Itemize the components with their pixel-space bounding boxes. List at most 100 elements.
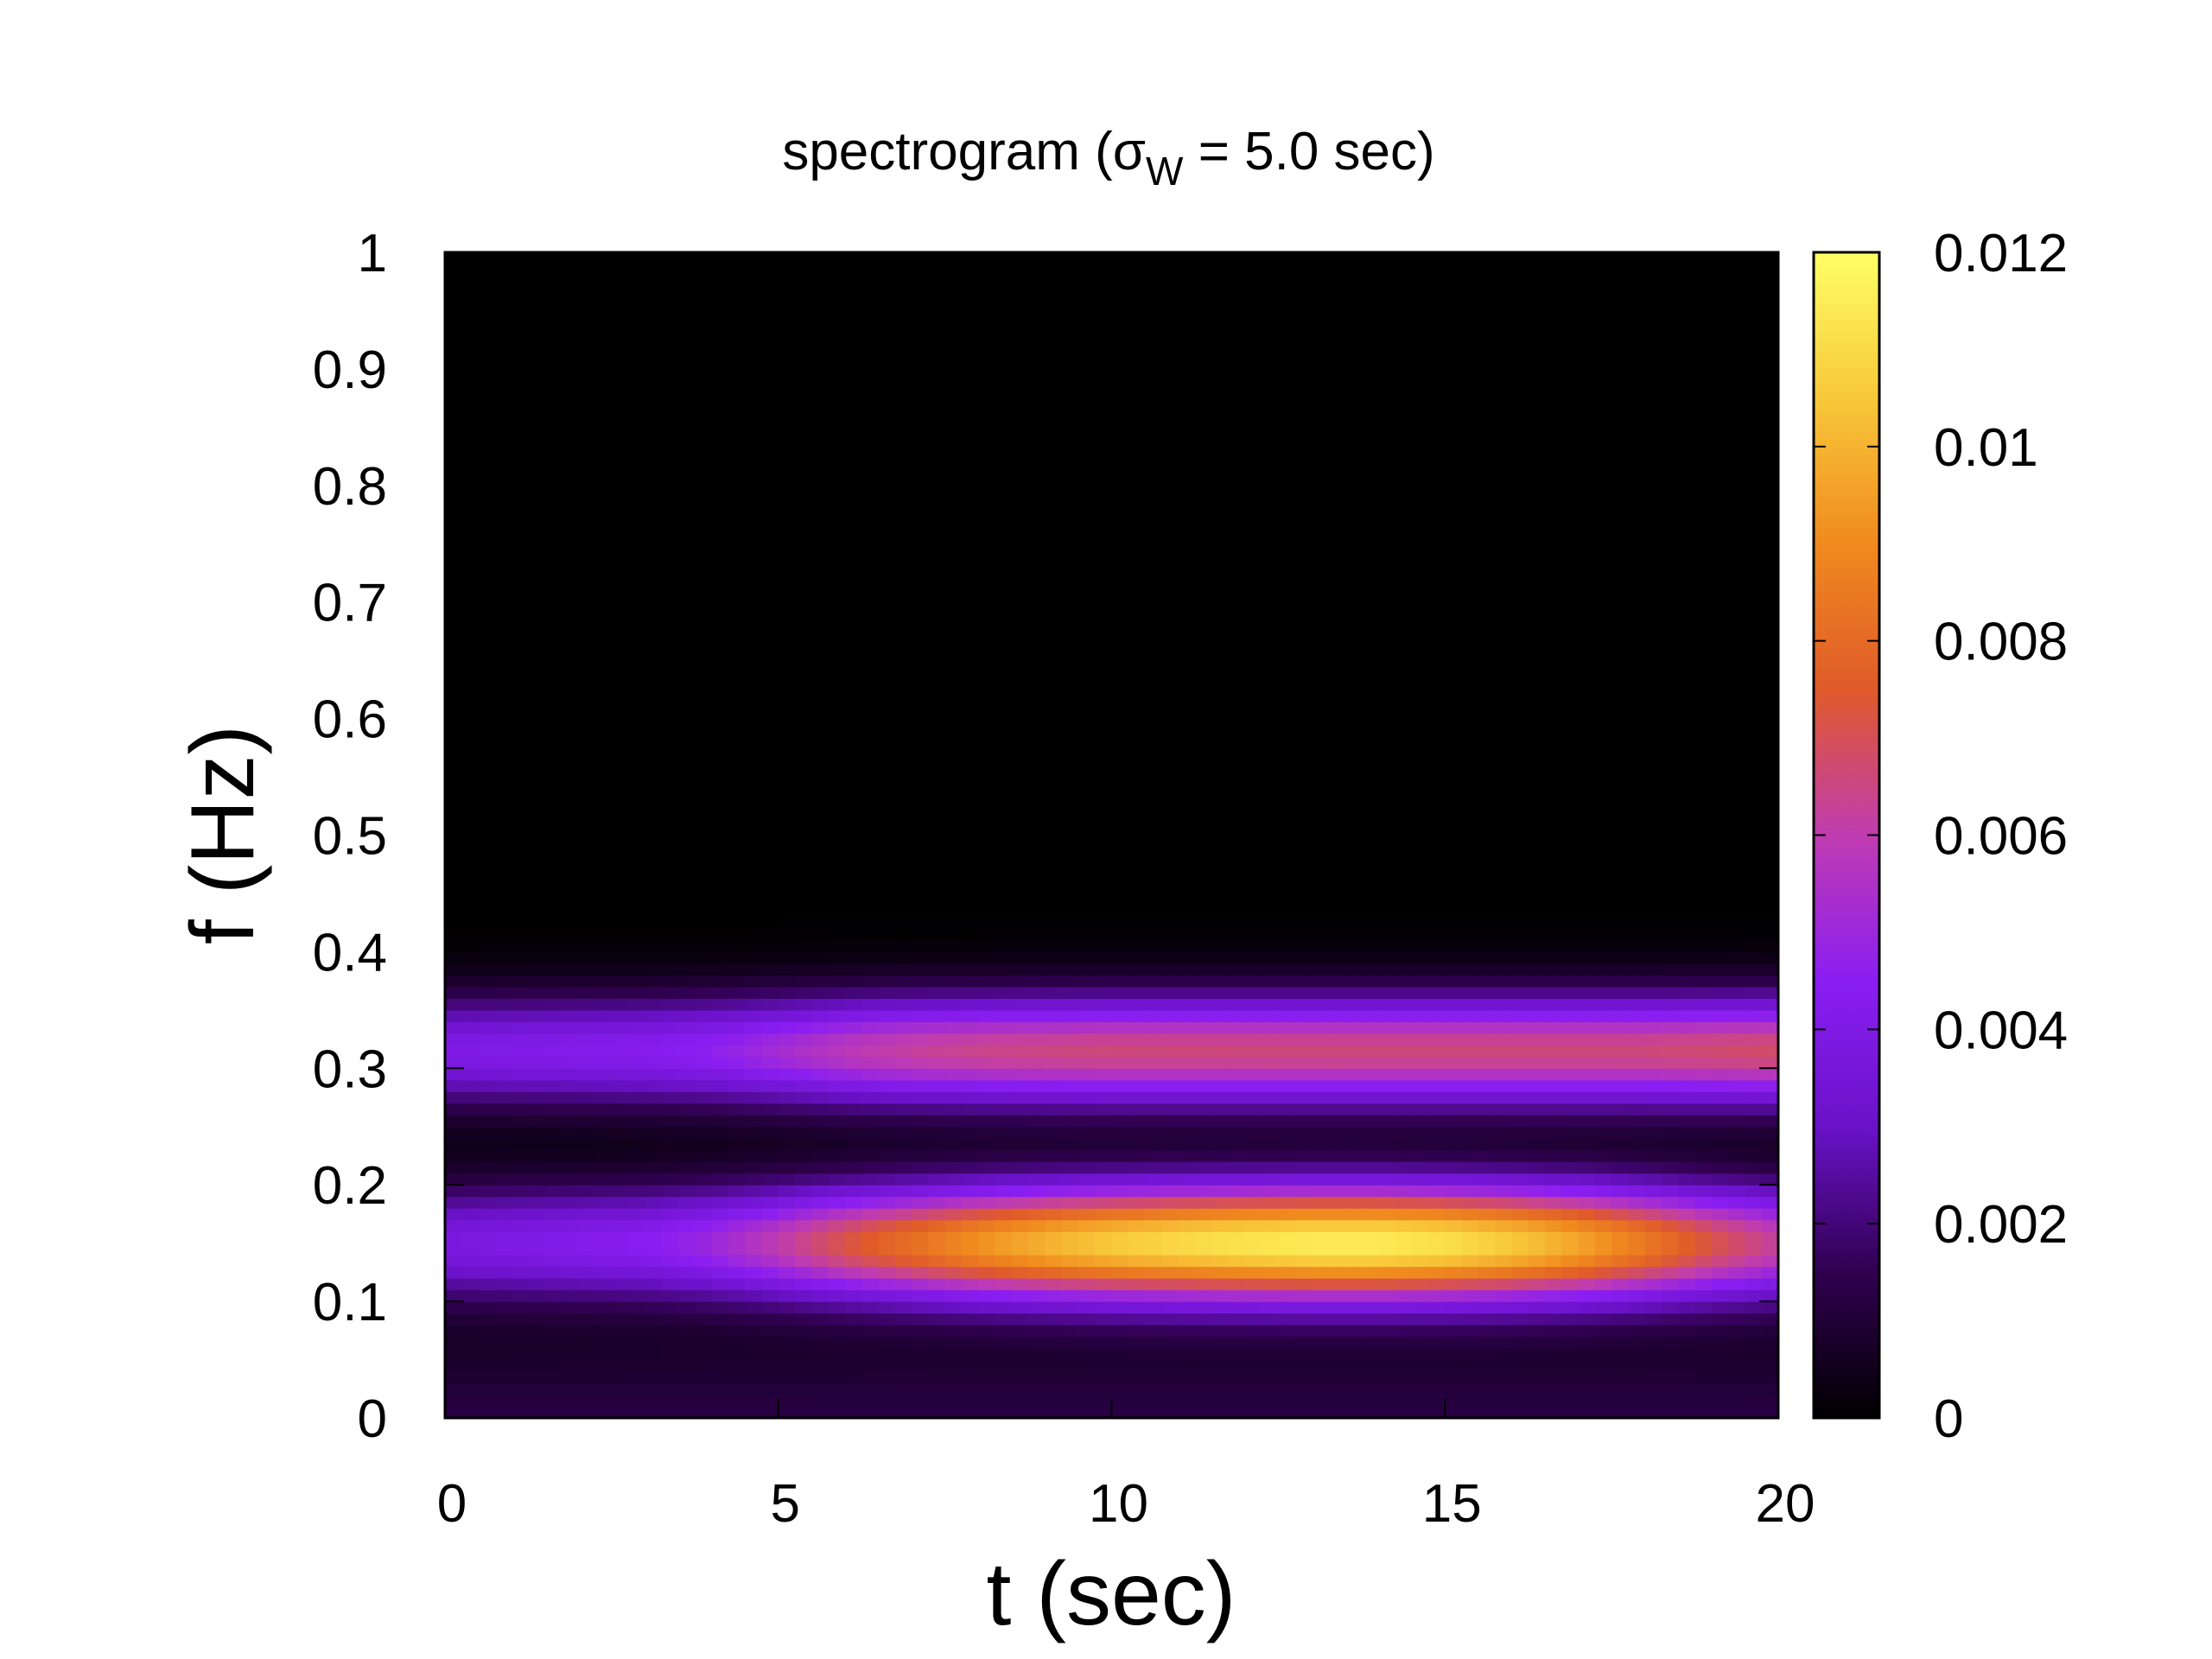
heatmap-cell xyxy=(1161,741,1179,754)
heatmap-cell xyxy=(1045,1173,1063,1185)
heatmap-cell xyxy=(645,1056,663,1069)
heatmap-cell xyxy=(1111,1348,1129,1361)
heatmap-cell xyxy=(844,881,862,894)
heatmap-cell xyxy=(1311,788,1329,801)
heatmap-cell xyxy=(445,1068,462,1081)
heatmap-cell xyxy=(811,718,830,731)
heatmap-cell xyxy=(1711,730,1729,743)
heatmap-cell xyxy=(1228,777,1246,790)
heatmap-cell xyxy=(1544,998,1562,1011)
heatmap-cell xyxy=(878,998,896,1011)
heatmap-cell xyxy=(1095,1126,1113,1139)
heatmap-cell xyxy=(1445,800,1463,813)
heatmap-cell xyxy=(745,1138,763,1151)
heatmap-cell xyxy=(628,811,646,824)
heatmap-cell xyxy=(828,1079,846,1092)
heatmap-cell xyxy=(1145,1359,1162,1372)
heatmap-cell xyxy=(1644,1196,1662,1209)
heatmap-cell xyxy=(1694,1126,1713,1139)
heatmap-cell xyxy=(1745,1149,1763,1162)
heatmap-cell xyxy=(461,1313,480,1325)
heatmap-cell xyxy=(1095,1219,1113,1232)
heatmap-cell xyxy=(778,1371,796,1384)
heatmap-cell xyxy=(1544,695,1562,708)
heatmap-cell xyxy=(745,1406,763,1419)
heatmap-cell xyxy=(828,1068,846,1081)
heatmap-cell xyxy=(1661,1068,1679,1081)
heatmap-cell xyxy=(1445,1115,1463,1128)
heatmap-cell xyxy=(711,1196,729,1209)
heatmap-cell xyxy=(478,1126,496,1139)
heatmap-cell xyxy=(1028,1079,1046,1092)
heatmap-cell xyxy=(778,1325,796,1338)
heatmap-cell xyxy=(628,998,646,1011)
heatmap-cell xyxy=(1395,858,1413,871)
heatmap-cell xyxy=(645,1289,663,1302)
heatmap-cell xyxy=(1311,1325,1329,1338)
heatmap-cell xyxy=(1194,1289,1212,1302)
heatmap-cell xyxy=(1244,1196,1262,1209)
heatmap-cell xyxy=(1561,1068,1580,1081)
heatmap-cell xyxy=(1395,1243,1413,1255)
heatmap-cell xyxy=(1028,928,1046,941)
heatmap-cell xyxy=(778,835,796,848)
heatmap-cell xyxy=(761,858,779,871)
heatmap-cell xyxy=(1095,1115,1113,1128)
heatmap-cell xyxy=(562,823,579,836)
heatmap-cell xyxy=(1427,951,1446,964)
heatmap-cell xyxy=(878,975,896,988)
heatmap-cell xyxy=(1495,1196,1512,1209)
heatmap-cell xyxy=(928,800,946,813)
heatmap-cell xyxy=(894,1395,912,1408)
heatmap-cell xyxy=(1644,1406,1662,1419)
heatmap-cell xyxy=(795,695,812,708)
heatmap-cell xyxy=(828,695,846,708)
heatmap-cell xyxy=(761,846,779,860)
heatmap-cell xyxy=(1028,1126,1046,1139)
heatmap-cell xyxy=(628,1289,646,1302)
heatmap-cell xyxy=(1211,928,1230,941)
heatmap-cell xyxy=(878,777,896,790)
heatmap-cell xyxy=(1061,1406,1079,1419)
heatmap-cell xyxy=(1361,1313,1379,1325)
heatmap-cell xyxy=(811,741,830,754)
heatmap-cell xyxy=(1561,986,1580,999)
heatmap-cell xyxy=(1594,1243,1612,1255)
heatmap-cell xyxy=(1095,753,1113,766)
heatmap-cell xyxy=(1011,765,1029,778)
heatmap-cell xyxy=(645,741,663,754)
heatmap-cell xyxy=(445,998,462,1011)
heatmap-cell xyxy=(1395,975,1413,988)
heatmap-cell xyxy=(894,1045,912,1058)
heatmap-cell xyxy=(1478,1208,1496,1221)
heatmap-cell xyxy=(1311,695,1329,708)
heatmap-cell xyxy=(645,881,663,894)
heatmap-cell xyxy=(894,730,912,743)
heatmap-cell xyxy=(1111,869,1129,883)
heatmap-cell xyxy=(544,683,563,696)
heatmap-cell xyxy=(1145,869,1162,883)
heatmap-cell xyxy=(828,1208,846,1221)
heatmap-cell xyxy=(861,905,880,918)
heatmap-cell xyxy=(1211,1348,1230,1361)
heatmap-cell xyxy=(1628,1406,1646,1419)
heatmap-cell xyxy=(1045,846,1063,860)
heatmap-cell xyxy=(1361,998,1379,1011)
heatmap-cell xyxy=(711,788,729,801)
heatmap-cell xyxy=(478,1009,496,1022)
heatmap-cell xyxy=(1445,1021,1463,1034)
heatmap-cell xyxy=(611,1103,629,1116)
heatmap-cell xyxy=(861,707,880,720)
heatmap-cell xyxy=(528,975,546,988)
heatmap-cell xyxy=(1095,963,1113,976)
heatmap-cell xyxy=(1294,1289,1313,1302)
heatmap-cell xyxy=(1395,986,1413,999)
heatmap-cell xyxy=(1528,777,1546,790)
heatmap-cell xyxy=(1561,939,1580,952)
heatmap-cell xyxy=(811,753,830,766)
heatmap-cell xyxy=(1361,777,1379,790)
heatmap-cell xyxy=(1678,1208,1696,1221)
heatmap-cell xyxy=(1478,928,1496,941)
heatmap-cell xyxy=(1228,1161,1246,1174)
heatmap-cell xyxy=(1594,1033,1612,1046)
